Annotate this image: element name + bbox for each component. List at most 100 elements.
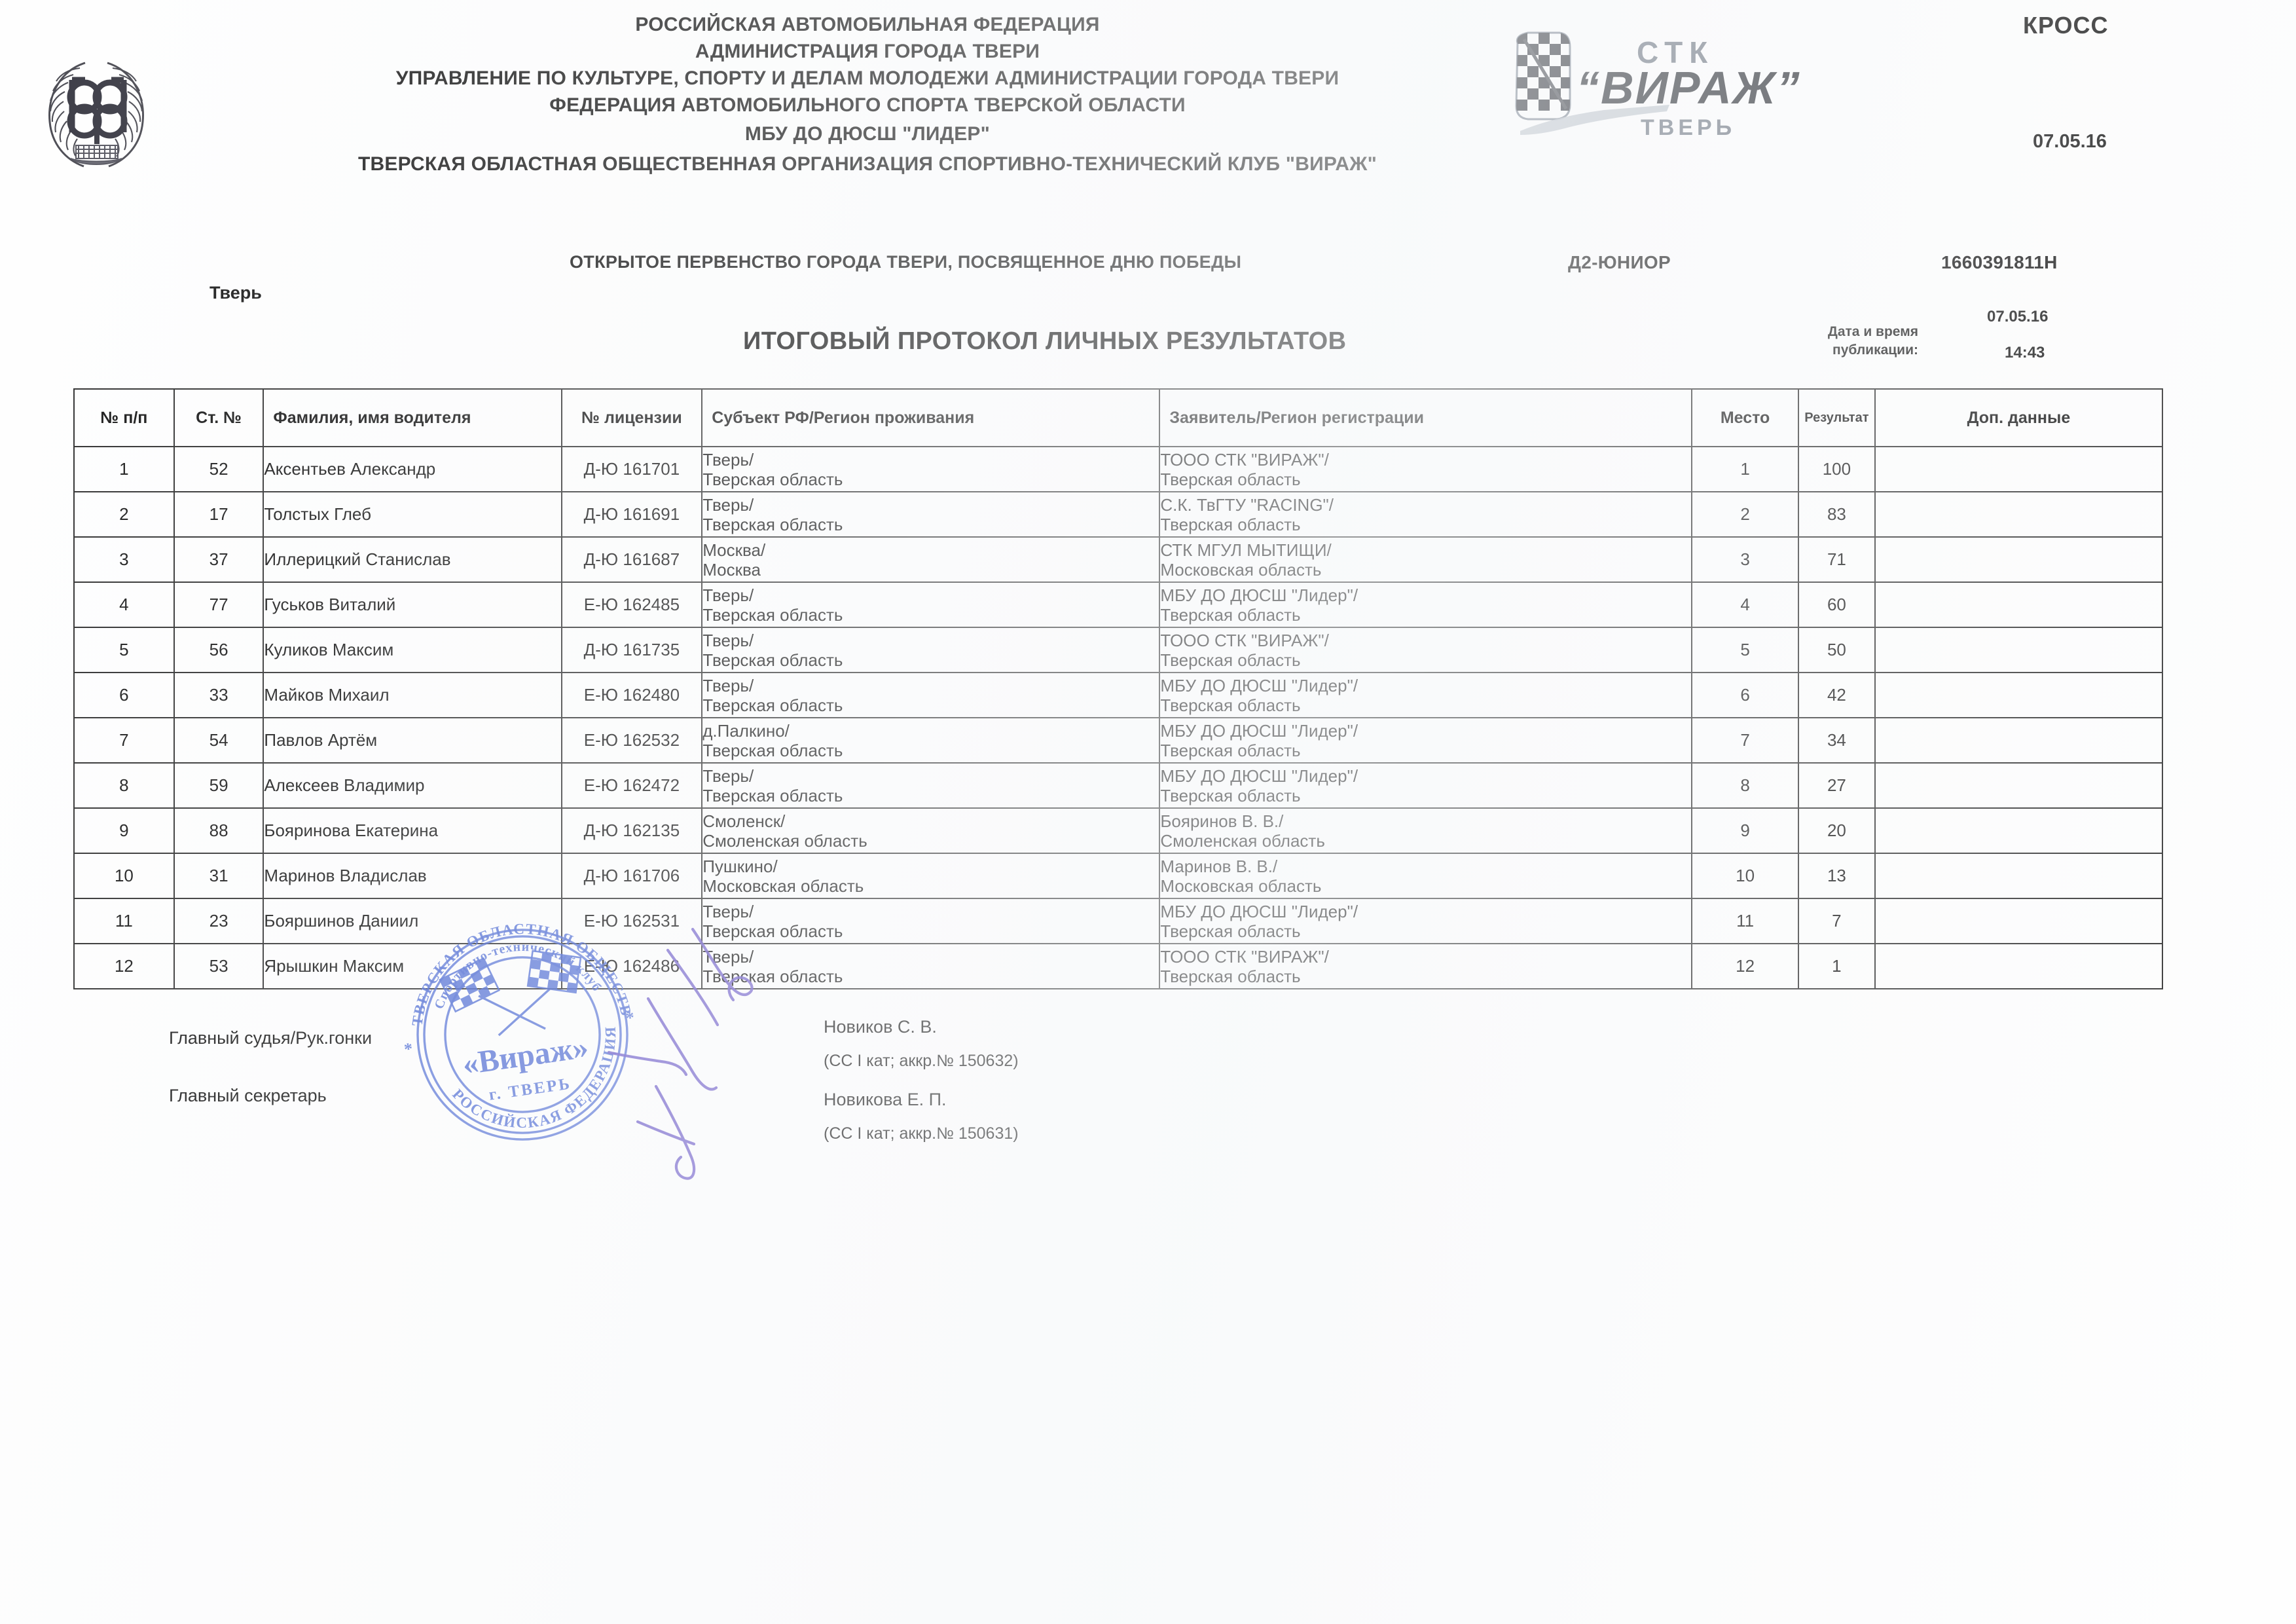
- cell-place: 10: [1691, 853, 1799, 899]
- event-class: Д2-ЮНИОР: [1568, 252, 1671, 272]
- cell-start-num: 31: [173, 853, 264, 899]
- cell-result: 13: [1797, 853, 1876, 899]
- cell-subject: Пушкино/Московская область: [701, 853, 1161, 899]
- cell-num: 2: [73, 491, 175, 538]
- cell-extra: [1874, 536, 2164, 583]
- cell-applicant-region: Тверская область: [1160, 514, 1301, 534]
- cell-applicant: Бояринов В. В./Смоленская область: [1159, 807, 1693, 854]
- cell-extra: [1874, 491, 2164, 538]
- cell-start-num: 56: [173, 627, 264, 673]
- cell-num: 12: [73, 943, 175, 989]
- cell-applicant: МБУ ДО ДЮСШ "Лидер"/Тверская область: [1159, 672, 1693, 718]
- organization-header: РОССИЙСКАЯ АВТОМОБИЛЬНАЯ ФЕДЕРАЦИЯ АДМИН…: [262, 12, 1473, 179]
- table-row: 6 33 Майков Михаил Е-Ю 162480 Тверь/Тверская…: [73, 672, 2164, 718]
- chief-judge-name: Новиков С. В.: [824, 1017, 937, 1037]
- cell-place: 2: [1691, 491, 1799, 538]
- cell-result: 83: [1797, 491, 1876, 538]
- cell-place: 9: [1691, 807, 1799, 854]
- cell-subject-region: Смоленская область: [702, 830, 867, 851]
- cell-place: 8: [1691, 762, 1799, 809]
- publication-time: 14:43: [2005, 344, 2045, 361]
- cell-subject-region: Тверская область: [702, 604, 843, 625]
- cell-extra: [1874, 807, 2164, 854]
- table-row: 11 23 Бояршинов Даниил Е-Ю 162531 Тверь/Твер…: [73, 898, 2164, 944]
- svg-text:ТВЕРЬ: ТВЕРЬ: [1641, 115, 1736, 140]
- cell-subject: Тверь/Тверская область: [701, 491, 1161, 538]
- cell-result: 42: [1797, 672, 1876, 718]
- cell-applicant-name: ТООО СТК "ВИРАЖ"/: [1160, 630, 1329, 650]
- cell-place: 7: [1691, 717, 1799, 764]
- cell-license: Д-Ю 161735: [560, 627, 703, 673]
- cell-subject: Тверь/Тверская область: [701, 898, 1161, 944]
- col-header-num: № п/п: [73, 388, 175, 447]
- cell-driver: Толстых Глеб: [263, 491, 562, 538]
- cell-applicant: СТК МГУЛ МЫТИЩИ/Московская область: [1159, 536, 1693, 583]
- col-header-license: № лицензии: [560, 388, 703, 447]
- cell-applicant-name: С.К. ТвГТУ "RACING"/: [1160, 494, 1334, 515]
- cell-applicant-name: Маринов В. В./: [1160, 856, 1278, 876]
- cell-subject-region: Тверская область: [702, 514, 843, 534]
- publication-date: 07.05.16: [1987, 308, 2049, 325]
- cell-license: Е-Ю 162531: [560, 898, 703, 944]
- cell-license: Д-Ю 161706: [560, 853, 703, 899]
- cell-applicant-name: МБУ ДО ДЮСШ "Лидер"/: [1160, 675, 1358, 695]
- russian-automobile-federation-emblem-icon: [34, 34, 158, 178]
- cell-applicant-region: Тверская область: [1160, 604, 1301, 625]
- col-header-extra: Доп. данные: [1874, 388, 2164, 447]
- cell-result: 71: [1797, 536, 1876, 583]
- cell-subject: Тверь/Тверская область: [701, 672, 1161, 718]
- cell-subject-city: Смоленск/: [702, 811, 786, 831]
- cell-extra: [1874, 717, 2164, 764]
- cell-applicant-name: МБУ ДО ДЮСШ "Лидер"/: [1160, 901, 1358, 921]
- cell-subject-region: Тверская область: [702, 966, 843, 986]
- col-header-start-num: Ст. №: [173, 388, 264, 447]
- cell-subject-city: Тверь/: [702, 449, 754, 470]
- org-line-4: ФЕДЕРАЦИЯ АВТОМОБИЛЬНОГО СПОРТА ТВЕРСКОЙ…: [549, 94, 1186, 116]
- cell-start-num: 77: [173, 581, 264, 628]
- cell-subject-city: Тверь/: [702, 585, 754, 605]
- cell-result: 100: [1797, 446, 1876, 492]
- cell-applicant: МБУ ДО ДЮСШ "Лидер"/Тверская область: [1159, 581, 1693, 628]
- cell-num: 9: [73, 807, 175, 854]
- cell-applicant: МБУ ДО ДЮСШ "Лидер"/Тверская область: [1159, 898, 1693, 944]
- cell-driver: Майков Михаил: [263, 672, 562, 718]
- cell-license: Д-Ю 161701: [560, 446, 703, 492]
- cell-subject-region: Тверская область: [702, 650, 843, 670]
- cell-applicant-region: Тверская область: [1160, 966, 1301, 986]
- table-row: 1 52 Аксентьев Александр Д-Ю 161701 Тверь/Тв…: [73, 446, 2164, 492]
- cell-license: Д-Ю 162135: [560, 807, 703, 854]
- cell-subject-city: Тверь/: [702, 766, 754, 786]
- cell-driver: Павлов Артём: [263, 717, 562, 764]
- cell-result: 7: [1797, 898, 1876, 944]
- discipline-label: КРОСС: [2023, 12, 2109, 39]
- cell-result: 34: [1797, 717, 1876, 764]
- cell-subject-city: Тверь/: [702, 675, 754, 695]
- cell-applicant-region: Тверская область: [1160, 469, 1301, 489]
- cell-subject-city: Тверь/: [702, 494, 754, 515]
- results-table: № п/п Ст. № Фамилия, имя водителя № лице…: [73, 388, 2164, 989]
- cell-start-num: 52: [173, 446, 264, 492]
- cell-subject: д.Палкино/Тверская область: [701, 717, 1161, 764]
- cell-license: Е-Ю 162532: [560, 717, 703, 764]
- cell-applicant-name: Бояринов В. В./: [1160, 811, 1284, 831]
- col-header-subject: Субъект РФ/Регион проживания: [701, 388, 1161, 447]
- cell-driver: Бояршинов Даниил: [263, 898, 562, 944]
- cell-subject: Москва/Москва: [701, 536, 1161, 583]
- cell-place: 12: [1691, 943, 1799, 989]
- col-header-place: Место: [1691, 388, 1799, 447]
- cell-subject-region: Московская область: [702, 876, 864, 896]
- cell-extra: [1874, 943, 2164, 989]
- cell-applicant: ТООО СТК "ВИРАЖ"/Тверская область: [1159, 446, 1693, 492]
- cell-extra: [1874, 627, 2164, 673]
- cell-applicant-region: Тверская область: [1160, 785, 1301, 805]
- cell-result: 60: [1797, 581, 1876, 628]
- cell-subject-region: Тверская область: [702, 695, 843, 715]
- chief-judge-role-label: Главный судья/Рук.гонки: [169, 1028, 373, 1048]
- table-row: 2 17 Толстых Глеб Д-Ю 161691 Тверь/Тверская …: [73, 491, 2164, 538]
- chief-secretary-name: Новикова Е. П.: [824, 1090, 947, 1109]
- cell-subject: Тверь/Тверская область: [701, 446, 1161, 492]
- cell-driver: Алексеев Владимир: [263, 762, 562, 809]
- cell-license: Е-Ю 162485: [560, 581, 703, 628]
- cell-subject-city: Москва/: [702, 540, 766, 560]
- cell-applicant-region: Тверская область: [1160, 650, 1301, 670]
